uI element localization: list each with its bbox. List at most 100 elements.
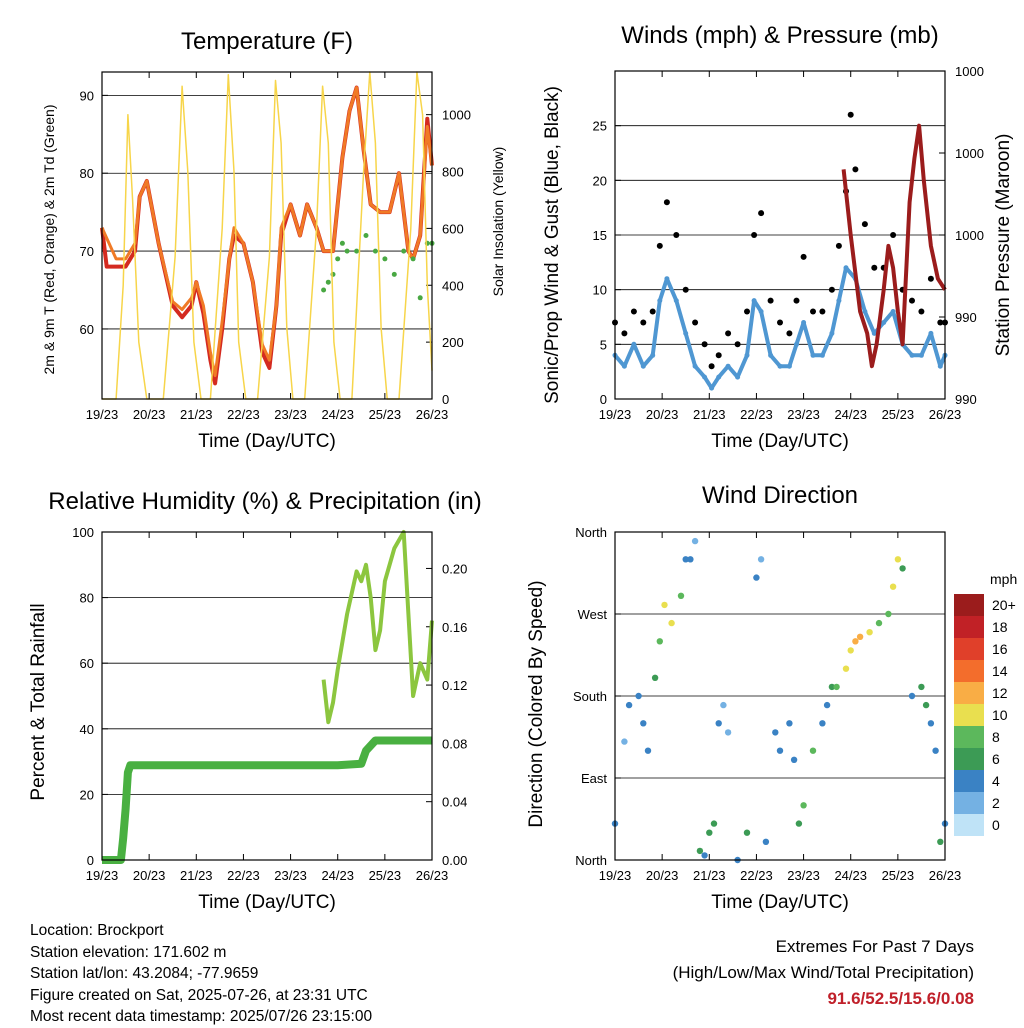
- wind-speed-point: [777, 363, 783, 369]
- direction-point: [724, 729, 732, 736]
- wind-speed-point: [758, 309, 764, 314]
- y-tick-label: 20: [80, 787, 94, 802]
- x-tick-label: 21/23: [693, 407, 726, 422]
- colorbar-swatch: [954, 814, 984, 836]
- gust-point: [725, 330, 732, 337]
- x-tick-label: 23/23: [787, 868, 820, 883]
- gust-point: [871, 264, 878, 271]
- y-axis-title: Sonic/Prop Wind & Gust (Blue, Black): [542, 86, 563, 404]
- gust-point: [810, 308, 816, 315]
- y-tick-label: 70: [80, 244, 94, 259]
- dewpoint-point: [391, 271, 397, 277]
- x-tick-label: 20/23: [646, 868, 679, 883]
- gust-point: [649, 308, 656, 315]
- wind-speed-point: [862, 309, 868, 314]
- extremes-title: Extremes For Past 7 Days: [775, 937, 974, 956]
- wind-speed-point: [768, 352, 774, 358]
- dewpoint-point: [321, 287, 327, 293]
- direction-point: [701, 852, 708, 859]
- x-tick-label: 24/23: [321, 868, 354, 883]
- y-tick-label: 90: [80, 88, 94, 103]
- y-tick-label: 0: [600, 392, 607, 407]
- direction-point: [823, 701, 831, 709]
- colorbar-swatch: [954, 616, 984, 638]
- y-axis-title: Direction (Colored By Speed): [526, 580, 547, 827]
- direction-point: [661, 601, 668, 609]
- gust-point: [777, 319, 783, 326]
- gust-point: [630, 308, 637, 315]
- direction-point: [687, 556, 694, 563]
- y2-axis-title: Solar Insolation (Yellow): [490, 147, 506, 297]
- dewpoint-point: [344, 248, 350, 254]
- y-tick-label: 0: [87, 853, 94, 868]
- gust-point: [758, 210, 765, 217]
- x-tick-label: 25/23: [369, 407, 402, 422]
- dewpoint-point: [382, 256, 388, 262]
- y-tick-label: North: [575, 853, 607, 868]
- wind-speed-point: [631, 341, 637, 347]
- direction-point: [743, 829, 751, 836]
- y-tick-label: 40: [80, 722, 94, 737]
- y2-tick-label: 200: [442, 335, 464, 350]
- gust-point: [751, 232, 758, 238]
- y2-tick-label: 1000: [955, 64, 984, 79]
- gust-point: [861, 221, 868, 228]
- y-axis-title: Percent & Total Rainfall: [28, 603, 49, 800]
- direction-point: [762, 838, 770, 845]
- gust-point: [909, 297, 915, 304]
- location-text: Location: Brockport: [30, 922, 164, 939]
- wind-speed-point: [801, 320, 807, 325]
- direction-point: [720, 701, 727, 709]
- direction-point: [706, 829, 713, 836]
- direction-point: [715, 720, 722, 727]
- direction-point: [809, 747, 817, 754]
- direction-point: [828, 683, 836, 691]
- gust-point: [663, 199, 670, 206]
- direction-point: [927, 720, 935, 727]
- direction-point: [937, 838, 944, 845]
- x-tick-label: 26/23: [416, 868, 449, 883]
- direction-point: [847, 647, 854, 654]
- x-tick-label: 21/23: [180, 407, 213, 422]
- x-tick-label: 23/23: [787, 407, 820, 422]
- direction-point: [894, 556, 902, 563]
- wind-speed-point: [744, 352, 750, 358]
- extremes-subtitle: (High/Low/Max Wind/Total Precipitation): [672, 963, 974, 982]
- gust-point: [890, 232, 897, 238]
- x-tick-label: 21/23: [180, 868, 213, 883]
- gust-point: [682, 286, 689, 293]
- wind-speed-point: [836, 298, 842, 304]
- created-text: Figure created on Sat, 2025-07-26, at 23…: [30, 986, 368, 1004]
- dewpoint-point: [410, 256, 416, 262]
- direction-point: [932, 747, 939, 754]
- y-tick-label: 25: [593, 119, 607, 134]
- gust-point: [786, 330, 793, 337]
- x-tick-label: 20/23: [646, 407, 679, 422]
- gust-point: [918, 308, 925, 315]
- wind-speed-point: [843, 265, 849, 271]
- dewpoint-point: [363, 233, 369, 238]
- wind-speed-point: [673, 298, 679, 304]
- gust-point: [835, 242, 842, 249]
- wind-speed-point: [692, 363, 698, 369]
- gust-point: [828, 286, 835, 293]
- direction-point: [691, 537, 699, 545]
- x-tick-label: 23/23: [274, 407, 307, 422]
- wind-speed-point: [664, 276, 670, 282]
- temperature-title: Temperature (F): [180, 28, 354, 55]
- precip-line: [102, 736, 432, 864]
- gust-point: [927, 275, 934, 282]
- direction-point: [856, 633, 864, 640]
- x-tick-label: 25/23: [882, 407, 915, 422]
- x-axis-title: Time (Day/UTC): [198, 892, 336, 913]
- y2-tick-label: 990: [955, 310, 977, 325]
- y2-tick-label: 1000: [955, 146, 984, 161]
- y-tick-label: 60: [80, 322, 94, 337]
- dewpoint-point: [401, 248, 407, 254]
- x-axis-title: Time (Day/UTC): [711, 431, 849, 452]
- gust-point: [852, 166, 859, 173]
- direction-point: [682, 556, 689, 563]
- y2-tick-label: 0.12: [442, 678, 467, 693]
- y2-tick-label: 0.08: [442, 736, 467, 751]
- wind-speed-point: [657, 298, 663, 304]
